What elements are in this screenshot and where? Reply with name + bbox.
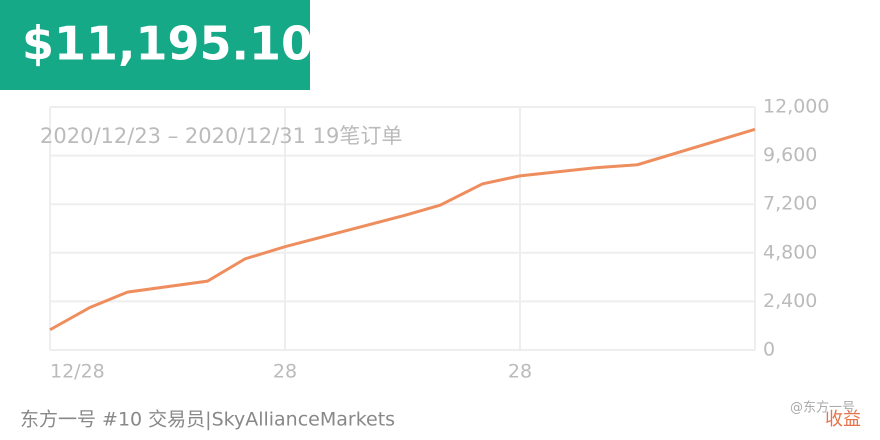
x-tick-label: 28 bbox=[273, 361, 297, 383]
watermark: @东方一号 bbox=[790, 400, 855, 416]
y-tick-label: 12,000 bbox=[763, 96, 829, 118]
x-tick-label: 28 bbox=[508, 361, 532, 383]
y-tick-label: 2,400 bbox=[763, 290, 817, 312]
y-tick-label: 9,600 bbox=[763, 144, 817, 166]
x-tick-label: 12/28 bbox=[50, 361, 105, 383]
y-tick-label: 7,200 bbox=[763, 193, 817, 215]
y-tick-label: 0 bbox=[763, 339, 775, 361]
amount-box bbox=[0, 0, 310, 90]
y-tick-label: 4,800 bbox=[763, 241, 817, 263]
line bbox=[49, 127, 756, 332]
tag: 收益 bbox=[825, 409, 861, 430]
trader-info: 东方一号 #10 交易员|SkyAllianceMarkets bbox=[20, 409, 395, 431]
amount: $11,195.10 bbox=[22, 17, 313, 71]
plot: 0 2,400 4,800 7,200 9,600 12,000 12/28 28 28 bbox=[49, 96, 829, 383]
subtitle: 2020/12/23 – 2020/12/31 19笔订单 bbox=[40, 124, 402, 148]
